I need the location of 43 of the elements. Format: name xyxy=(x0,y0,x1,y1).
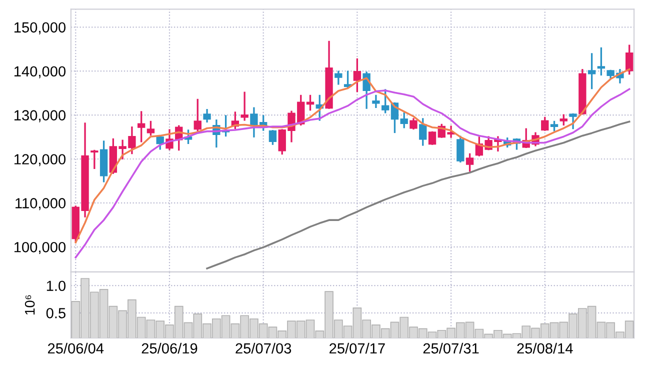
y-tick-label: 100,000 xyxy=(14,242,66,254)
candlestick xyxy=(137,111,146,142)
candlestick xyxy=(203,108,211,122)
candlestick xyxy=(410,118,418,130)
candlestick xyxy=(306,94,314,111)
candlestick xyxy=(372,94,380,108)
candlestick xyxy=(466,153,474,172)
candlestick xyxy=(240,92,248,121)
candlestick xyxy=(362,72,370,109)
x-tick-label: 25/07/31 xyxy=(423,342,479,354)
y-tick-label: 110,000 xyxy=(16,198,66,210)
candlestick xyxy=(456,136,464,162)
candlestick xyxy=(90,150,98,170)
candlestick xyxy=(400,112,408,128)
y-tick-label: 120,000 xyxy=(14,154,66,166)
y-tick-label: 130,000 xyxy=(14,110,66,122)
y-tick-label: 140,000 xyxy=(14,66,66,78)
y-axis-title: 10⁶ xyxy=(24,295,35,314)
candlestick xyxy=(419,118,427,146)
candlestick xyxy=(334,70,342,85)
candlestick xyxy=(560,114,568,126)
candlestick xyxy=(156,136,164,150)
x-tick-label: 25/07/17 xyxy=(330,342,385,354)
y-tick-label: 150,000 xyxy=(14,22,66,34)
candlestick xyxy=(268,130,277,145)
candlestick xyxy=(382,89,390,114)
y-tick-label: 0.5 xyxy=(46,308,66,318)
candlestick xyxy=(588,53,596,90)
x-tick-label: 25/08/14 xyxy=(517,342,573,354)
x-tick-label: 25/07/03 xyxy=(236,342,292,354)
candlestick xyxy=(194,98,202,132)
candlestick xyxy=(597,47,606,76)
line-series xyxy=(206,120,630,270)
candlestick xyxy=(541,116,549,131)
candlestick xyxy=(626,44,634,75)
candlestick xyxy=(428,131,436,145)
x-tick-label: 25/06/04 xyxy=(48,342,104,354)
x-tick-label: 25/06/19 xyxy=(142,342,198,354)
candlestick xyxy=(353,58,362,92)
candlestick xyxy=(569,113,577,130)
line-series xyxy=(74,88,630,258)
y-tick-label: 1.0 xyxy=(46,280,66,292)
candlestick xyxy=(146,120,155,136)
